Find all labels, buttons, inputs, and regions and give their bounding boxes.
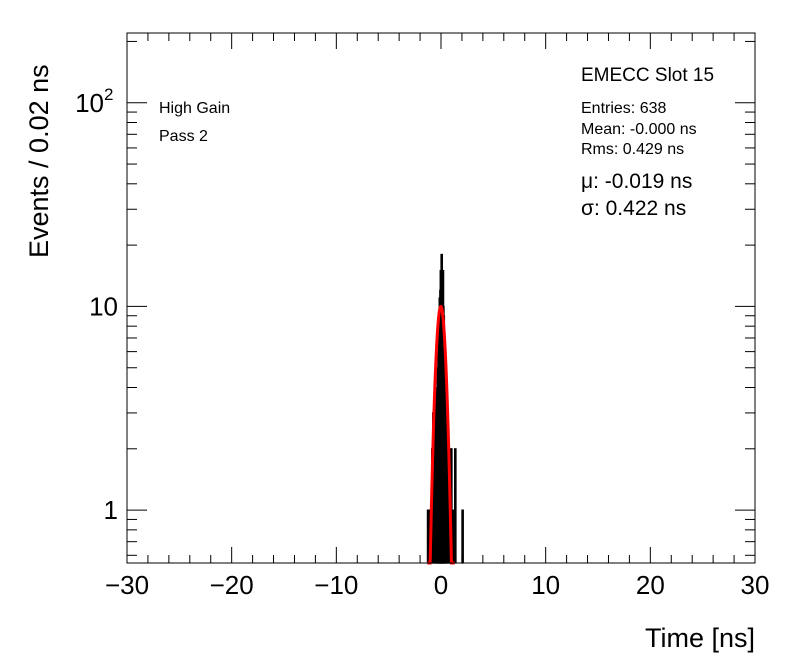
y-tick-label: 10 — [75, 88, 104, 118]
slot-label: EMECC Slot 15 — [581, 65, 714, 86]
y-tick-label: 1 — [104, 495, 118, 525]
x-tick-label: 30 — [741, 570, 770, 600]
x-tick-label: 10 — [531, 570, 560, 600]
x-tick-label: −10 — [314, 570, 358, 600]
entries-stat: Entries: 638 — [581, 100, 666, 117]
x-tick-label: 0 — [434, 570, 448, 600]
y-tick-label: 10 — [89, 291, 118, 321]
pass-label: Pass 2 — [159, 128, 208, 145]
gain-label: High Gain — [159, 100, 230, 117]
y-tick-label-exponent: 2 — [104, 85, 113, 104]
histogram-bin-32 — [454, 448, 457, 564]
rms-stat: Rms: 0.429 ns — [581, 141, 684, 158]
x-tick-label: −30 — [105, 570, 149, 600]
fit-sigma-stat: σ: 0.422 ns — [581, 197, 686, 220]
x-tick-labels: −30 −20 −10 0 10 20 30 — [105, 570, 770, 600]
y-axis-title: Events / 0.02 ns — [24, 64, 54, 258]
gaussian-fit-curve — [427, 304, 455, 565]
mean-stat: Mean: -0.000 ns — [581, 121, 697, 138]
plot-frame — [126, 32, 756, 564]
x-axis-title: Time [ns] — [645, 623, 755, 653]
x-tick-label: 20 — [636, 570, 665, 600]
axis-ticks — [126, 33, 756, 563]
fit-layer — [427, 304, 455, 565]
fit-mu-stat: μ: -0.019 ns — [581, 170, 692, 193]
x-tick-label: −20 — [210, 570, 254, 600]
